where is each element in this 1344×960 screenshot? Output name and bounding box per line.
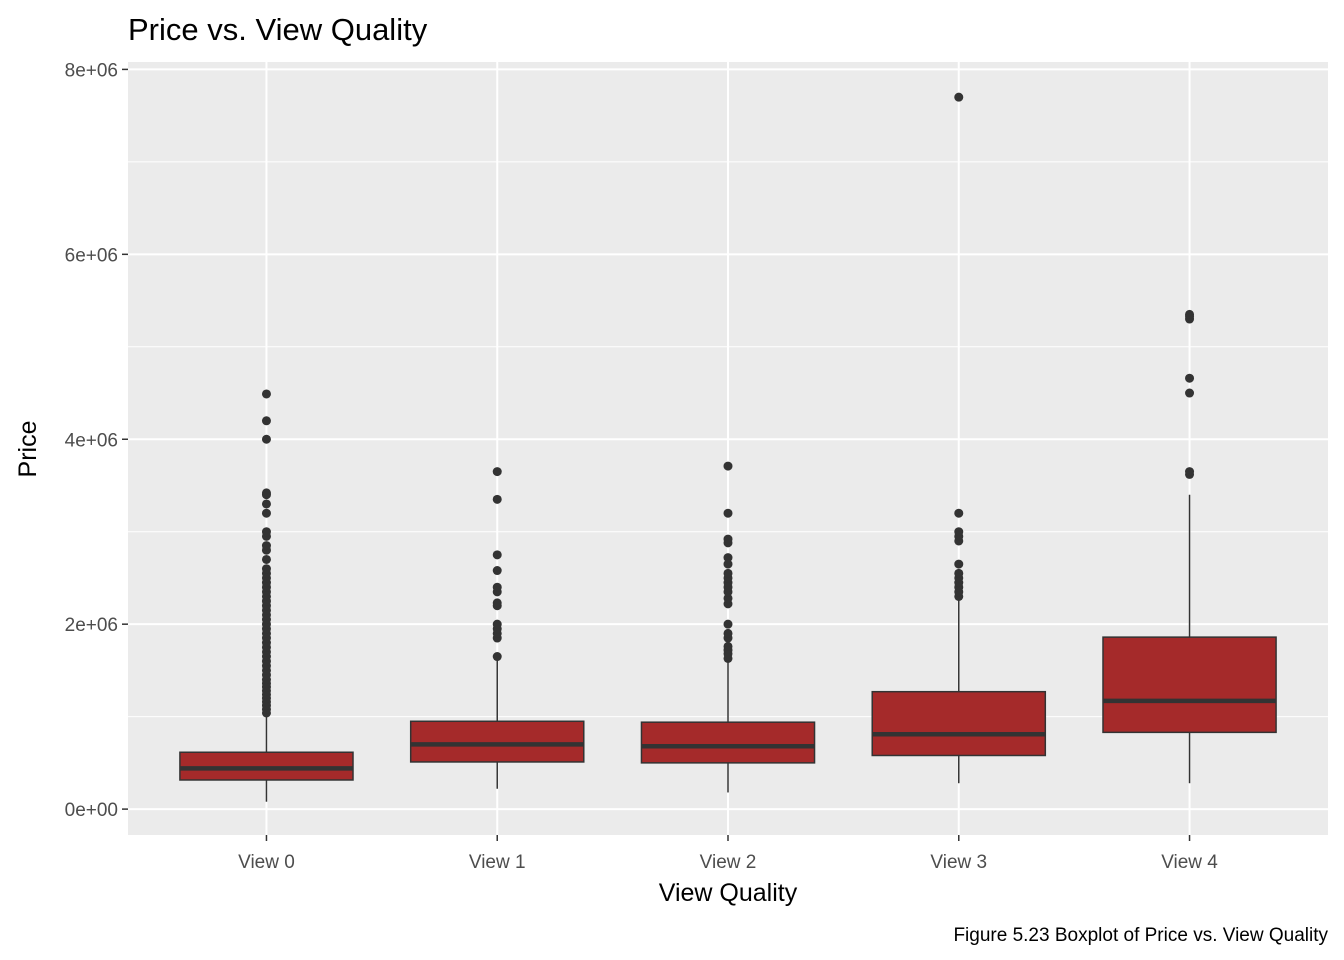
box-iqr xyxy=(1102,636,1277,734)
outlier-point xyxy=(954,508,964,518)
box-iqr xyxy=(179,751,354,781)
outlier-point xyxy=(492,494,502,504)
box-series xyxy=(179,92,1277,802)
outlier-point xyxy=(954,568,964,578)
outlier-point xyxy=(261,554,271,564)
outlier-point xyxy=(723,559,733,569)
x-axis: View 0 View 1 View 2 View 3 View 4 xyxy=(238,835,1218,873)
outlier-point xyxy=(1185,373,1195,383)
box-3 xyxy=(871,92,1047,784)
outlier-point xyxy=(261,389,271,399)
outlier-point xyxy=(723,619,733,629)
outlier-point xyxy=(261,564,271,574)
box-iqr xyxy=(871,690,1047,757)
x-tick-label: View 4 xyxy=(1161,852,1218,873)
x-tick-label: View 3 xyxy=(930,852,987,873)
y-tick-label: 8e+06 xyxy=(65,60,118,81)
x-tick-label: View 1 xyxy=(469,852,526,873)
outlier-point xyxy=(723,461,733,471)
outlier-point xyxy=(1185,309,1195,319)
y-axis: 0e+00 2e+06 4e+06 6e+06 8e+06 xyxy=(65,60,128,821)
outlier-point xyxy=(492,550,502,560)
outlier-point xyxy=(723,628,733,638)
figure-caption: Figure 5.23 Boxplot of Price vs. View Qu… xyxy=(953,925,1328,946)
outlier-point xyxy=(492,652,502,662)
outlier-point xyxy=(954,527,964,537)
outlier-point xyxy=(954,559,964,569)
outlier-point xyxy=(261,416,271,426)
outlier-point xyxy=(261,488,271,498)
outlier-point xyxy=(1185,388,1195,398)
y-tick-label: 6e+06 xyxy=(65,245,118,266)
x-axis-title: View Quality xyxy=(659,879,798,907)
outlier-point xyxy=(723,641,733,651)
outlier-point xyxy=(723,593,733,603)
chart-title: Price vs. View Quality xyxy=(128,12,428,47)
outlier-point xyxy=(723,568,733,578)
y-tick-label: 0e+00 xyxy=(65,800,118,821)
outlier-point xyxy=(1185,467,1195,477)
outlier-point xyxy=(261,434,271,444)
y-tick-label: 4e+06 xyxy=(65,430,118,451)
y-tick-label: 2e+06 xyxy=(65,615,118,636)
x-tick-label: View 2 xyxy=(700,852,757,873)
outlier-point xyxy=(492,467,502,477)
outlier-point xyxy=(723,534,733,544)
outlier-point xyxy=(261,527,271,537)
box-4 xyxy=(1102,309,1277,784)
outlier-point xyxy=(492,598,502,608)
x-tick-label: View 0 xyxy=(238,852,295,873)
box-2 xyxy=(640,461,816,793)
outlier-point xyxy=(261,541,271,551)
outlier-point xyxy=(723,508,733,518)
y-axis-title: Price xyxy=(14,421,42,478)
outlier-point xyxy=(261,508,271,518)
outlier-point xyxy=(492,566,502,576)
outlier-point xyxy=(261,499,271,509)
box-iqr xyxy=(409,720,585,763)
outlier-point xyxy=(492,619,502,629)
box-iqr xyxy=(640,721,816,764)
box-1 xyxy=(409,467,585,789)
box-0 xyxy=(179,389,354,802)
outlier-point xyxy=(954,92,964,102)
outlier-point xyxy=(723,553,733,563)
outlier-point xyxy=(492,582,502,592)
